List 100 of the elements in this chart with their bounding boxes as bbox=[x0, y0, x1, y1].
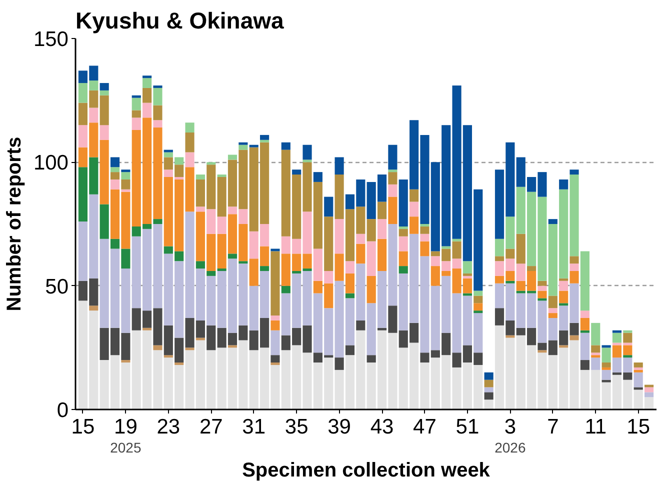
bar bbox=[591, 352, 600, 356]
bar bbox=[185, 132, 194, 152]
bar bbox=[623, 330, 632, 333]
bar bbox=[292, 170, 302, 175]
bar bbox=[174, 157, 184, 165]
x-tick-label: 43 bbox=[370, 416, 394, 438]
bar bbox=[612, 332, 622, 343]
bar bbox=[612, 330, 622, 333]
bar bbox=[462, 276, 472, 278]
bar bbox=[281, 286, 290, 294]
bar bbox=[345, 293, 355, 298]
bar bbox=[302, 160, 312, 162]
bar bbox=[462, 261, 472, 274]
bar bbox=[238, 261, 248, 264]
bar bbox=[260, 140, 270, 142]
bar bbox=[142, 328, 152, 330]
x-tick-label: 15 bbox=[626, 416, 650, 438]
bar bbox=[217, 216, 226, 234]
bar bbox=[164, 355, 173, 358]
bar bbox=[602, 362, 611, 368]
bar bbox=[474, 290, 483, 296]
bar bbox=[89, 108, 98, 123]
bar bbox=[110, 238, 120, 249]
x-tick-label: 27 bbox=[199, 416, 223, 438]
bar bbox=[281, 142, 290, 150]
bar bbox=[185, 122, 194, 132]
bar bbox=[260, 266, 270, 271]
x-tick-label: 3 bbox=[504, 416, 516, 438]
bar bbox=[100, 95, 109, 126]
bar bbox=[623, 332, 632, 343]
bar bbox=[410, 189, 419, 202]
bar bbox=[484, 387, 494, 392]
bar bbox=[121, 360, 130, 363]
bar bbox=[527, 266, 536, 271]
bar bbox=[516, 234, 526, 264]
y-tick-label: 150 bbox=[33, 28, 69, 51]
bar bbox=[142, 102, 152, 118]
bar bbox=[388, 196, 398, 224]
bar bbox=[559, 290, 568, 304]
bar bbox=[559, 278, 568, 281]
x-tick-label: 11 bbox=[584, 416, 607, 438]
bar bbox=[580, 360, 590, 370]
bar bbox=[270, 248, 280, 252]
x-tick-label: 15 bbox=[71, 416, 95, 438]
bar bbox=[580, 310, 590, 318]
text: 2026 bbox=[494, 440, 526, 456]
bar bbox=[559, 345, 568, 348]
bar bbox=[185, 152, 194, 168]
bar bbox=[153, 345, 162, 350]
bar bbox=[334, 358, 344, 370]
bar bbox=[420, 234, 430, 242]
bar bbox=[110, 179, 120, 190]
chart-title: Kyushu & Okinawa bbox=[76, 8, 284, 34]
bar bbox=[591, 345, 600, 353]
bar bbox=[538, 280, 547, 286]
bar bbox=[366, 219, 376, 242]
bar bbox=[196, 174, 205, 180]
bar bbox=[153, 120, 162, 128]
bar bbox=[228, 254, 238, 259]
bar bbox=[559, 303, 568, 306]
bar bbox=[570, 335, 579, 340]
bar bbox=[634, 362, 643, 368]
bar bbox=[153, 85, 162, 88]
bar bbox=[602, 348, 611, 363]
bar bbox=[634, 387, 643, 390]
bar bbox=[142, 88, 152, 103]
bar bbox=[388, 184, 398, 197]
bar bbox=[260, 134, 270, 140]
bar bbox=[110, 167, 120, 172]
bar bbox=[153, 105, 162, 120]
bar bbox=[121, 179, 130, 190]
bar bbox=[580, 330, 590, 333]
bar bbox=[388, 172, 398, 184]
bar bbox=[121, 248, 130, 269]
x-tick-label: 31 bbox=[242, 416, 266, 438]
bar bbox=[644, 392, 654, 398]
bar bbox=[602, 367, 611, 370]
bar bbox=[228, 345, 238, 348]
bar bbox=[121, 189, 130, 192]
bar bbox=[377, 219, 387, 239]
text: 2025 bbox=[110, 440, 142, 456]
bar bbox=[398, 251, 408, 266]
bar bbox=[644, 387, 654, 392]
bar bbox=[474, 303, 483, 311]
bar bbox=[132, 118, 141, 130]
bar bbox=[132, 95, 141, 98]
bar bbox=[484, 392, 494, 400]
bar bbox=[366, 276, 376, 304]
bar bbox=[100, 83, 109, 90]
bar bbox=[217, 174, 226, 178]
bar bbox=[548, 308, 558, 314]
bar bbox=[410, 216, 419, 234]
bar bbox=[153, 219, 162, 224]
bar bbox=[634, 367, 643, 370]
bar bbox=[132, 98, 141, 110]
bar bbox=[634, 370, 643, 372]
bar bbox=[548, 219, 558, 224]
bar bbox=[164, 152, 173, 158]
bar bbox=[356, 234, 366, 244]
bar bbox=[153, 88, 162, 106]
